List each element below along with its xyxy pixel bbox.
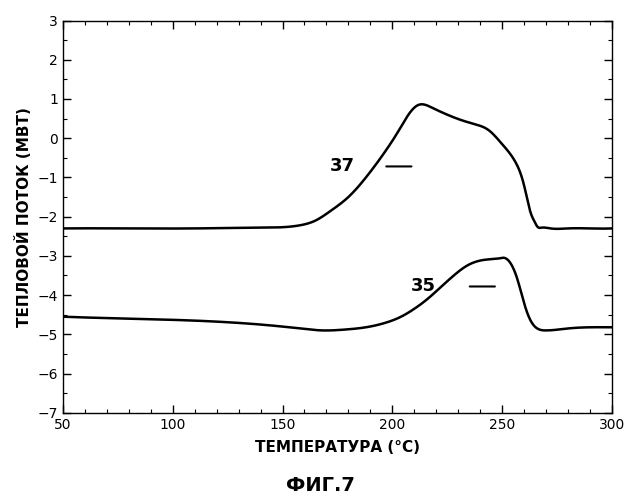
Text: 37: 37 <box>330 158 355 176</box>
Text: 35: 35 <box>412 278 436 295</box>
Y-axis label: ТЕПЛОВОЙ ПОТОК (МВТ): ТЕПЛОВОЙ ПОТОК (МВТ) <box>15 106 32 326</box>
X-axis label: ТЕМПЕРАТУРА (°C): ТЕМПЕРАТУРА (°C) <box>255 440 420 455</box>
Text: ФИГ.7: ФИГ.7 <box>285 476 355 495</box>
